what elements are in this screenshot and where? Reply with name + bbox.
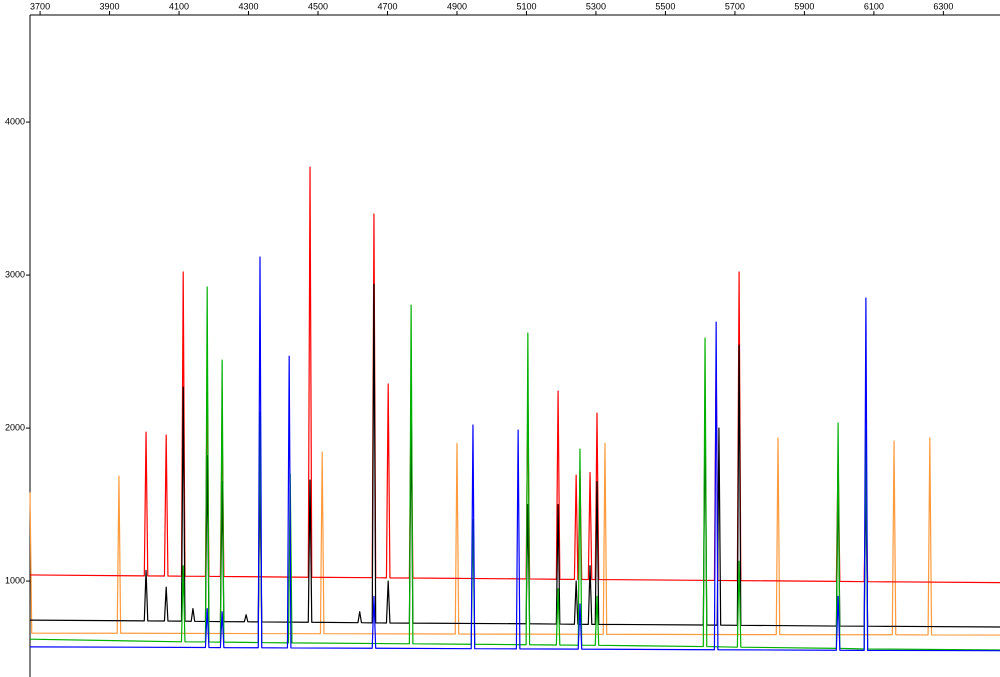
x-tick-label: 5500 bbox=[655, 1, 675, 11]
x-tick-label: 4900 bbox=[447, 1, 467, 11]
x-tick-label: 4500 bbox=[308, 1, 328, 11]
trace-line bbox=[29, 437, 1000, 636]
trace-line bbox=[29, 166, 1000, 584]
y-tick-label: 3000 bbox=[5, 269, 25, 279]
x-tick-label: 4100 bbox=[169, 1, 189, 11]
x-tick-label: 5700 bbox=[725, 1, 745, 11]
y-tick-label: 4000 bbox=[5, 116, 25, 126]
y-tick-label: 1000 bbox=[5, 575, 25, 585]
x-tick-label: 6100 bbox=[864, 1, 884, 11]
x-tick-label: 3700 bbox=[30, 1, 50, 11]
trace-line bbox=[29, 286, 1000, 651]
x-tick-label: 4700 bbox=[377, 1, 397, 11]
x-tick-label: 6300 bbox=[933, 1, 953, 11]
x-tick-label: 5100 bbox=[516, 1, 536, 11]
trace-line bbox=[29, 256, 1000, 652]
x-tick-label: 4300 bbox=[239, 1, 259, 11]
x-tick-label: 5300 bbox=[586, 1, 606, 11]
x-tick-label: 5900 bbox=[794, 1, 814, 11]
y-tick-label: 2000 bbox=[5, 422, 25, 432]
x-tick-label: 3900 bbox=[100, 1, 120, 11]
